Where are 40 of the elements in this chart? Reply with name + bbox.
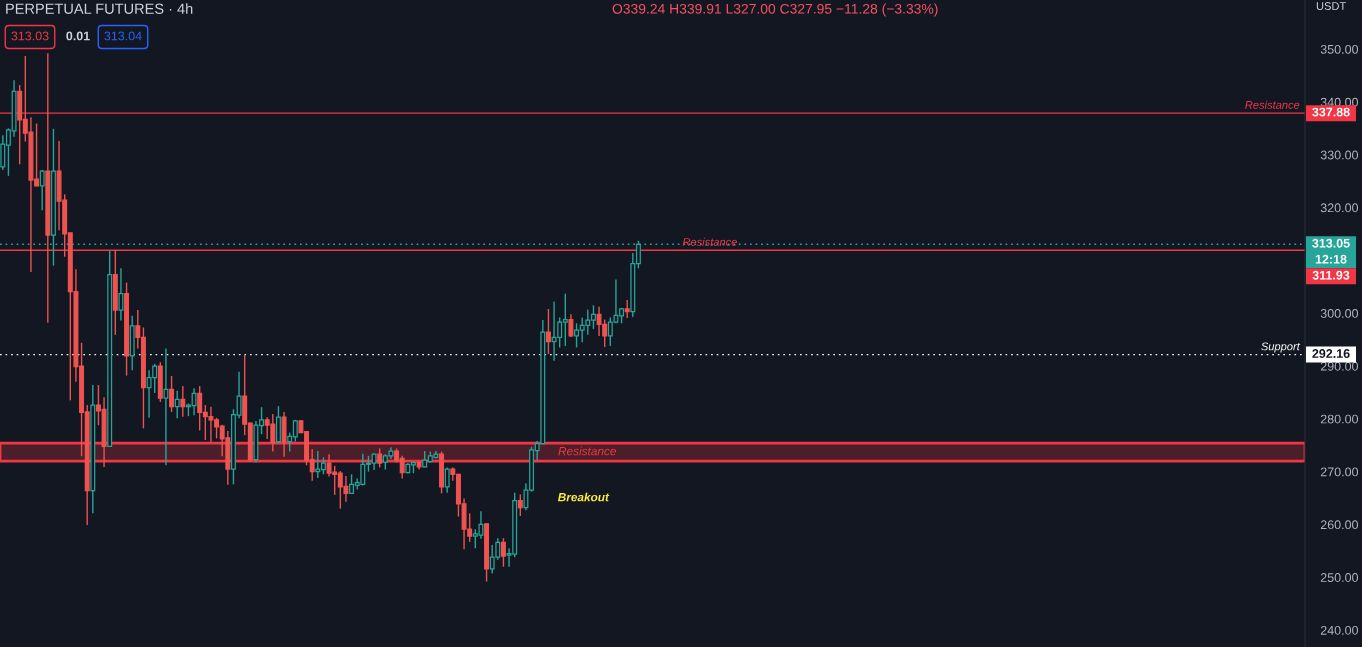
- y-tick-label: 330.00: [1320, 150, 1359, 160]
- candlestick: [39, 169, 45, 211]
- annotation: 313.03: [11, 31, 49, 41]
- annotation: Breakout: [557, 492, 610, 502]
- y-tick-label: 290.00: [1320, 361, 1359, 371]
- annotation: 313.04: [104, 31, 142, 41]
- y-tick-label: 280.00: [1320, 414, 1359, 424]
- candlestick: [377, 447, 383, 469]
- text: 311.93: [1312, 270, 1350, 280]
- annotation: 0.01: [66, 31, 90, 41]
- text: 337.88: [1312, 107, 1350, 117]
- candlestick: [163, 347, 169, 467]
- y-tick-label: 340.00: [1320, 97, 1359, 107]
- y-tick-label: 240.00: [1320, 625, 1359, 635]
- y-tick-label: 350.00: [1320, 44, 1359, 54]
- ref-line-label: Resistance: [1245, 100, 1300, 109]
- y-tick-label: 250.00: [1320, 573, 1359, 582]
- candlestick: [180, 385, 186, 418]
- candlestick: [568, 313, 574, 338]
- candlestick: [545, 308, 551, 355]
- text: 292.16: [1312, 349, 1350, 358]
- candlestick: [444, 466, 450, 494]
- y-tick-label: 320.00: [1320, 203, 1359, 213]
- candlestick: [174, 390, 180, 420]
- band-label: Resistance: [558, 446, 617, 456]
- candlestick: [517, 493, 523, 517]
- y-tick-label: 270.00: [1320, 467, 1359, 477]
- candlestick: [500, 537, 506, 568]
- text: 12:18: [1315, 254, 1347, 264]
- text: 313.05: [1312, 238, 1350, 248]
- ref-line-label: Resistance: [682, 237, 737, 246]
- candlestick: [624, 299, 630, 319]
- candlestick: [169, 375, 175, 413]
- y-tick-label: 260.00: [1320, 520, 1359, 530]
- chart-subtitle: O339.24 H339.91 L327.00 C327.95 −11.28 (−3.33%): [612, 3, 938, 17]
- ref-line-label: Support: [1261, 342, 1301, 353]
- y-axis-title: USDT: [1316, 2, 1346, 10]
- y-tick-label: 300.00: [1320, 309, 1359, 318]
- chart-title: PERPETUAL FUTURES · 4h: [6, 3, 193, 14]
- candlestick: [118, 267, 124, 322]
